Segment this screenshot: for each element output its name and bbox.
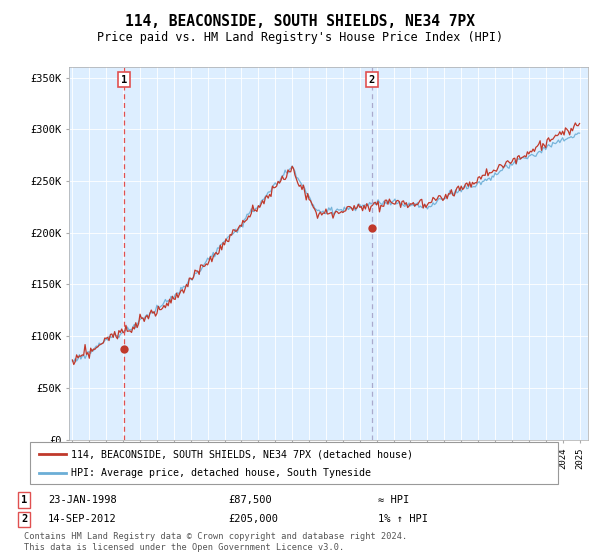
Text: 1% ↑ HPI: 1% ↑ HPI [378,514,428,524]
Text: 2: 2 [368,74,375,85]
Text: 1: 1 [21,495,27,505]
Text: 14-SEP-2012: 14-SEP-2012 [48,514,117,524]
Text: 2: 2 [21,514,27,524]
Text: 114, BEACONSIDE, SOUTH SHIELDS, NE34 7PX: 114, BEACONSIDE, SOUTH SHIELDS, NE34 7PX [125,14,475,29]
Text: 1: 1 [121,74,127,85]
Text: ≈ HPI: ≈ HPI [378,495,409,505]
Text: £205,000: £205,000 [228,514,278,524]
Text: Contains HM Land Registry data © Crown copyright and database right 2024.
This d: Contains HM Land Registry data © Crown c… [24,533,407,552]
Text: 23-JAN-1998: 23-JAN-1998 [48,495,117,505]
Text: £87,500: £87,500 [228,495,272,505]
Text: Price paid vs. HM Land Registry's House Price Index (HPI): Price paid vs. HM Land Registry's House … [97,31,503,44]
Text: 114, BEACONSIDE, SOUTH SHIELDS, NE34 7PX (detached house): 114, BEACONSIDE, SOUTH SHIELDS, NE34 7PX… [71,449,413,459]
Text: HPI: Average price, detached house, South Tyneside: HPI: Average price, detached house, Sout… [71,468,371,478]
